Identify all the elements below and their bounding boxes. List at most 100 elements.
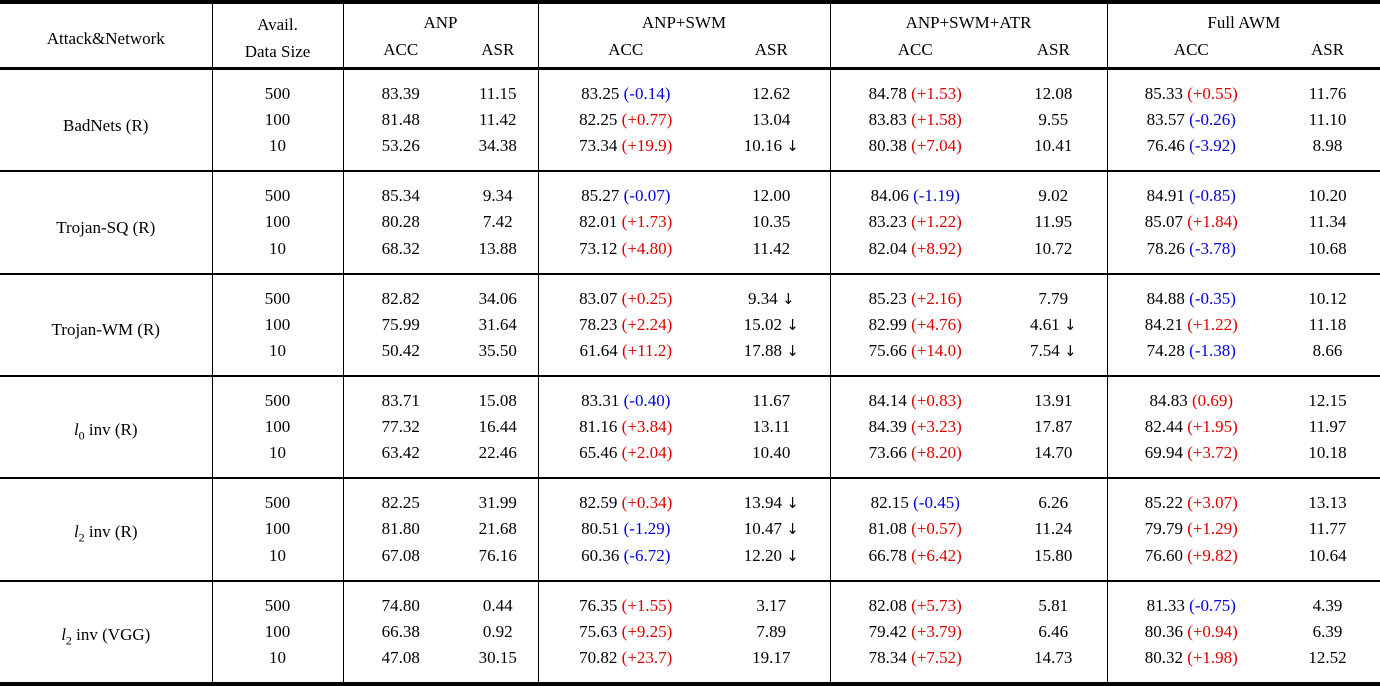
table-row: 100 75.99 31.64 78.23 (+2.24) 15.02 ↓ 82.99 (…: [0, 311, 1380, 338]
anp-acc-cell: 67.08: [342, 542, 458, 581]
awm-asr-cell: 6.39: [1275, 619, 1380, 645]
awm-asr-cell: 12.52: [1275, 645, 1380, 684]
awm-acc-delta: (-0.35): [1189, 288, 1236, 308]
table-row: 10 63.42 22.46 65.46 (+2.04) 10.40 73.66 (+8.…: [0, 440, 1380, 479]
anp-acc-cell: 80.28: [342, 209, 458, 236]
atr-acc-value: 79.42: [868, 621, 907, 641]
atr-asr-value: 15.80: [1034, 545, 1073, 565]
swm-acc-value: 73.12: [579, 238, 618, 258]
anp-acc-value: 85.34: [381, 186, 420, 206]
awm-asr-value: 10.12: [1308, 288, 1347, 308]
atr-acc-cell: 84.06 (-1.19): [829, 171, 1001, 210]
awm-asr-value: 12.15: [1308, 391, 1347, 411]
swm-acc-value: 76.35: [579, 595, 618, 615]
attack-name-rest: inv (VGG): [71, 624, 151, 644]
data-size-value: 500: [211, 580, 343, 619]
table-row: 100 66.38 0.92 75.63 (+9.25) 7.89 79.42 (+3.7…: [0, 618, 1380, 645]
anp-acc-value: 81.80: [381, 519, 420, 539]
swm-asr-value: 9.34: [747, 288, 778, 308]
atr-acc-delta: (+8.92): [911, 238, 962, 258]
swm-acc-cell: 83.07 (+0.25): [537, 273, 714, 312]
atr-acc-cell: 80.38 (+7.04): [829, 133, 1001, 172]
header-anp-asr: ASR: [481, 40, 515, 59]
awm-acc-cell: 85.33 (+0.55): [1106, 68, 1276, 108]
swm-acc-cell: 73.34 (+19.9): [537, 133, 714, 172]
awm-acc-cell: 80.32 (+1.98): [1106, 644, 1276, 684]
atr-asr-cell: 6.46: [1000, 619, 1107, 645]
atr-acc-delta: (+3.23): [911, 417, 962, 437]
swm-acc-cell: 80.51 (-1.29): [537, 516, 714, 543]
swm-asr-cell: 10.40: [713, 440, 830, 478]
atr-asr-value: 13.91: [1034, 391, 1073, 411]
awm-acc-cell: 80.36 (+0.94): [1106, 618, 1276, 645]
atr-acc-delta: (+7.04): [911, 136, 962, 156]
data-size-value: 10: [211, 542, 343, 581]
anp-acc-cell: 63.42: [342, 440, 458, 479]
swm-acc-cell: 83.31 (-0.40): [537, 375, 714, 415]
atr-acc-value: 84.78: [868, 84, 907, 104]
swm-acc-value: 78.23: [579, 314, 618, 334]
swm-acc-value: 83.31: [581, 391, 620, 411]
header-atr-acc: ACC: [829, 36, 1001, 69]
swm-asr-cell: 13.11: [713, 414, 830, 440]
awm-acc-value: 80.36: [1144, 621, 1183, 641]
awm-acc-cell: 78.26 (-3.78): [1106, 235, 1276, 274]
awm-acc-value: 76.60: [1144, 545, 1183, 565]
swm-asr-cell: 9.34 ↓: [713, 274, 830, 312]
swm-asr-cell: 10.35: [713, 209, 830, 235]
table-row: 10 47.08 30.15 70.82 (+23.7) 19.17 78.34 (+7.…: [0, 644, 1380, 684]
anp-asr-value: 15.08: [478, 391, 517, 411]
anp-acc-value: 50.42: [381, 340, 420, 360]
swm-asr-cell: 10.47 ↓: [713, 516, 830, 542]
anp-acc-value: 53.26: [381, 136, 420, 156]
anp-asr-value: 34.06: [478, 288, 517, 308]
swm-acc-delta: (+0.34): [621, 493, 673, 513]
atr-acc-delta: (+14.0): [911, 340, 962, 360]
attack-group: Trojan-SQ (R) 500 85.34 9.34 85.27 (-0.07) 12…: [0, 171, 1380, 274]
atr-acc-value: 75.66: [868, 340, 907, 360]
atr-acc-value: 73.66: [868, 443, 907, 463]
table-row: 100 80.28 7.42 82.01 (+1.73) 10.35 83.23 (+1.…: [0, 209, 1380, 236]
swm-acc-value: 82.01: [579, 212, 618, 232]
swm-asr-value: 10.35: [752, 212, 791, 232]
swm-asr-cell: 19.17: [713, 645, 830, 684]
attack-name: BadNets (R): [63, 115, 149, 135]
anp-acc-cell: 47.08: [342, 644, 458, 684]
awm-acc-delta: (-3.92): [1189, 136, 1236, 156]
table-row: 10 67.08 76.16 60.36 (-6.72) 12.20 ↓ 66.78 (+…: [0, 542, 1380, 581]
awm-acc-delta: (+1.95): [1187, 417, 1238, 437]
swm-asr-cell: 10.16 ↓: [713, 133, 830, 171]
swm-asr-cell: 17.88 ↓: [713, 338, 830, 376]
atr-acc-delta: (+7.52): [911, 647, 962, 667]
table-row: l0 inv (R) 500 83.71 15.08 83.31 (-0.40) 11.6…: [0, 375, 1380, 442]
table-row: 10 68.32 13.88 73.12 (+4.80) 11.42 82.04 (+8.…: [0, 235, 1380, 274]
awm-acc-cell: 84.83 (0.69): [1106, 375, 1276, 415]
attack-label: Trojan-WM (R): [0, 274, 212, 376]
attack-group: BadNets (R) 500 83.39 11.15 83.25 (-0.14) 12.…: [0, 68, 1380, 172]
anp-acc-value: 83.71: [381, 391, 420, 411]
attack-name: Trojan-SQ (R): [56, 217, 156, 237]
awm-acc-value: 76.46: [1146, 136, 1185, 156]
atr-acc-cell: 75.66 (+14.0): [829, 337, 1001, 376]
awm-acc-delta: (+1.22): [1187, 314, 1238, 334]
swm-acc-delta: (+2.04): [621, 443, 673, 463]
anp-asr-value: 0.44: [482, 595, 513, 615]
swm-asr-value: 15.02: [743, 314, 782, 334]
data-size-value: 10: [211, 235, 343, 274]
data-size-value: 100: [211, 516, 343, 543]
awm-asr-value: 10.68: [1308, 238, 1347, 258]
awm-acc-delta: (+3.07): [1187, 493, 1238, 513]
anp-asr-value: 34.38: [478, 136, 517, 156]
awm-asr-cell: 11.76: [1275, 69, 1380, 108]
anp-acc-value: 63.42: [381, 443, 420, 463]
down-arrow-icon: ↓: [786, 546, 799, 565]
swm-acc-cell: 85.27 (-0.07): [537, 171, 714, 210]
atr-acc-cell: 81.08 (+0.57): [829, 516, 1001, 543]
table-row: 10 50.42 35.50 61.64 (+11.2) 17.88 ↓ 75.66 (+…: [0, 337, 1380, 376]
swm-acc-delta: (-0.40): [623, 391, 671, 411]
swm-asr-value: 10.40: [752, 443, 791, 463]
atr-asr-cell: 12.08: [1000, 69, 1107, 108]
atr-asr-value: 4.61: [1029, 314, 1060, 334]
header-avail-line1: Avail.: [257, 15, 298, 34]
atr-acc-cell: 85.23 (+2.16): [829, 273, 1001, 312]
